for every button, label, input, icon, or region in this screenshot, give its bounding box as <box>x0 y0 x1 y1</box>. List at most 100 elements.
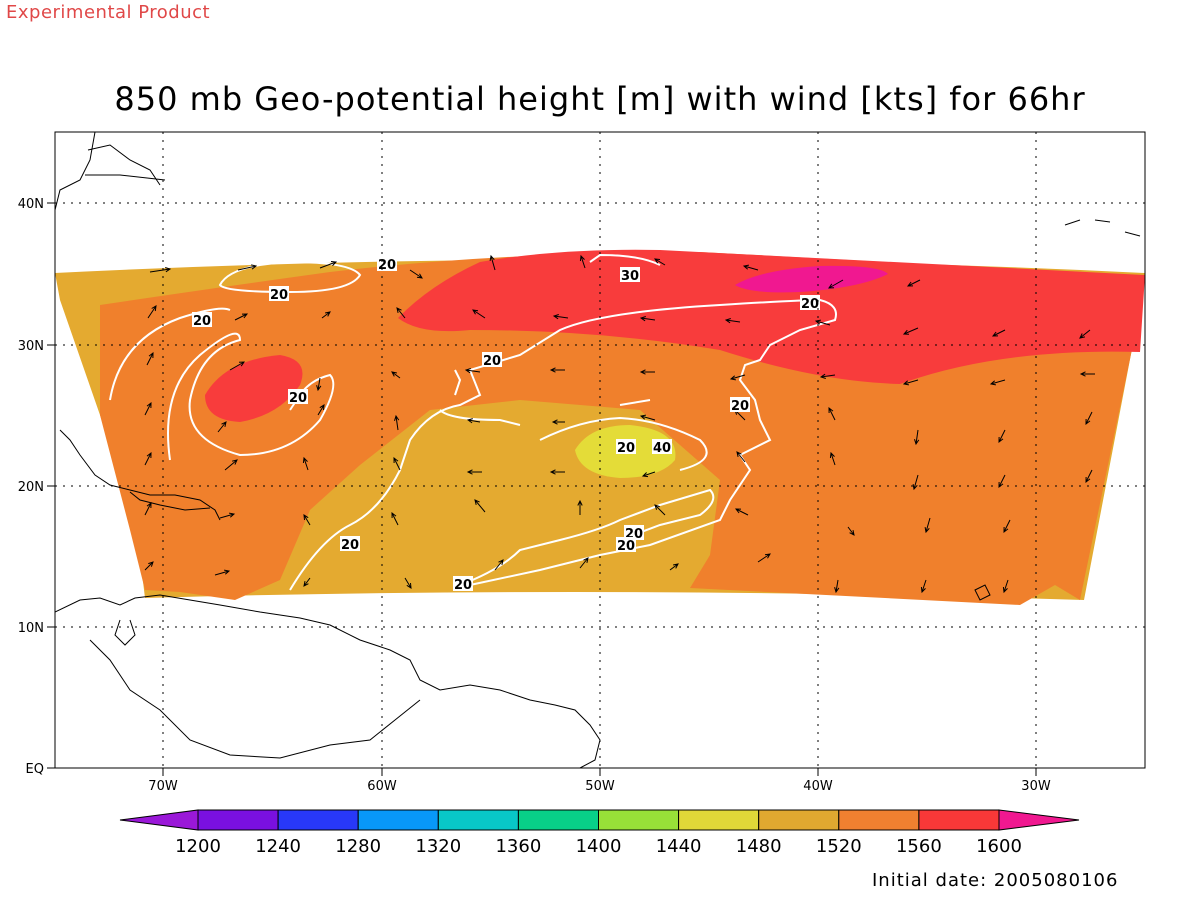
field-region-1600-north <box>398 249 1145 384</box>
wind-arrow <box>549 469 565 475</box>
contour-label: 20 <box>482 352 502 369</box>
wind-arrow <box>494 559 504 571</box>
colorbar-label: 1200 <box>175 836 221 857</box>
wind-arrow <box>829 451 836 466</box>
wind-arrow <box>393 456 401 471</box>
wind-arrow <box>144 561 154 571</box>
wind-arrow <box>669 563 679 571</box>
wind-arrow <box>144 451 152 466</box>
colorbar-min-triangle <box>119 809 199 831</box>
wind-arrow <box>551 419 565 425</box>
wind-arrow <box>902 327 919 335</box>
wind-arrow <box>552 314 569 320</box>
contour-label: 30 <box>620 267 640 284</box>
svg-text:20: 20 <box>731 399 749 414</box>
wind-arrow <box>729 374 746 381</box>
wind-arrow <box>924 517 931 534</box>
contour-labels: 202020202020302020204020202020 <box>192 256 820 593</box>
contour-label: 20 <box>340 536 360 553</box>
experimental-product-note: Experimental Product <box>6 2 211 23</box>
lon-tick-label: 30W <box>1021 779 1051 794</box>
wind-arrow <box>1085 469 1093 484</box>
lat-tick-label: 40N <box>18 197 44 212</box>
wind-arrow <box>847 526 855 536</box>
contour-label: 40 <box>652 439 672 456</box>
lat-tick-label: 30N <box>18 339 44 354</box>
svg-text:20: 20 <box>617 441 635 456</box>
contour-label: 20 <box>616 439 636 456</box>
field-region-1600-west <box>205 355 303 422</box>
wind-arrow <box>834 579 840 594</box>
map-grid <box>55 132 1145 768</box>
wind-arrow <box>217 421 227 433</box>
wind-arrow <box>912 474 919 491</box>
colorbar-max-triangle <box>998 809 1080 831</box>
wind-arrow <box>466 469 482 475</box>
svg-text:20: 20 <box>378 258 396 273</box>
height-field <box>55 249 1145 605</box>
wind-arrow <box>489 254 496 271</box>
wind-arrow <box>316 377 322 392</box>
colorbar-segment <box>277 809 359 831</box>
wind-arrow <box>579 254 586 269</box>
lat-tick-label: 10N <box>18 621 44 636</box>
svg-text:20: 20 <box>193 314 211 329</box>
wind-arrow <box>641 471 656 478</box>
wind-arrow <box>989 379 1006 386</box>
colorbar-segment <box>598 809 680 831</box>
wind-arrow <box>229 361 245 371</box>
wind-arrow <box>828 406 836 421</box>
colorbar-label: 1360 <box>495 836 542 857</box>
axis-labels: 70W 60W 50W 40W 30W 40N 30N 20N 10N EQ <box>18 197 1051 794</box>
wind-arrow <box>654 258 666 266</box>
svg-text:20: 20 <box>454 578 472 593</box>
wind-arrow <box>409 269 423 279</box>
wind-arrow <box>144 501 152 516</box>
colorbar-label: 1600 <box>976 836 1022 857</box>
colorbar-segment <box>357 809 439 831</box>
svg-text:20: 20 <box>483 354 501 369</box>
initial-date-note: Initial date: 2005080106 <box>872 870 1119 891</box>
wind-arrow <box>579 557 589 569</box>
colorbar-segment <box>517 809 600 831</box>
colorbar-segment <box>678 809 760 831</box>
wind-arrow <box>742 264 759 271</box>
wind-arrow <box>214 569 231 576</box>
wind-arrow <box>303 514 311 526</box>
colorbar-segment <box>197 809 279 831</box>
lon-tick-label: 60W <box>367 779 397 794</box>
contour-label: 20 <box>800 295 820 312</box>
wind-arrow <box>998 474 1006 489</box>
wind-arrow <box>303 577 311 587</box>
lat-tick-label: EQ <box>26 762 44 777</box>
lon-tick-label: 70W <box>148 779 178 794</box>
colorbar-label: 1400 <box>575 836 622 857</box>
wind-arrow <box>1085 411 1093 426</box>
lon-tick-label: 40W <box>803 779 833 794</box>
colorbar-label: 1280 <box>335 836 382 857</box>
colorbar-segment <box>437 809 519 831</box>
colorbar-label: 1320 <box>415 836 462 857</box>
colorbar-label: 1440 <box>655 836 702 857</box>
wind-arrow <box>391 371 401 379</box>
svg-text:20: 20 <box>289 391 307 406</box>
contour-label: 20 <box>288 389 308 406</box>
wind-arrow <box>1003 519 1011 534</box>
wind-arrow <box>828 279 844 289</box>
wind-arrow <box>237 264 258 271</box>
contour-label: 20 <box>730 397 750 414</box>
wind-arrow <box>317 404 325 416</box>
wind-arrow <box>472 309 486 319</box>
wind-arrow <box>991 329 1006 337</box>
wind-arrow <box>724 318 741 324</box>
wind-arrow <box>920 579 927 594</box>
wind-arrow <box>734 508 749 516</box>
svg-text:20: 20 <box>801 297 819 312</box>
wind-arrow <box>466 418 481 424</box>
wind-arrow <box>224 459 238 471</box>
lat-tick-label: 20N <box>18 480 44 495</box>
wind-arrow <box>144 401 152 416</box>
wind-arrow <box>549 367 565 373</box>
colorbar <box>119 809 1080 831</box>
